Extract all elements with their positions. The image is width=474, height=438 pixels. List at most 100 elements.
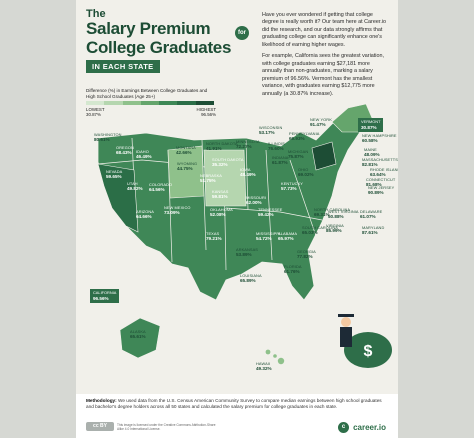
state-name: MARYLAND [362, 225, 385, 230]
state-label-indiana: INDIANA 61.87% [272, 155, 288, 166]
state-label-montana: MONTANA 42.66% [176, 145, 196, 156]
state-label-oregon: OREGON 68.43% [116, 145, 134, 156]
state-label-tennessee: TENNESSEE 59.42% [258, 207, 283, 218]
state-name: UTAH [127, 181, 138, 186]
license-text: This image is licensed under the Creativ… [117, 422, 216, 431]
state-value: 49.32% [256, 366, 272, 372]
state-value: 82.81% [362, 162, 378, 168]
state-name: FLORIDA [284, 264, 302, 269]
state-value: 46.49% [136, 154, 152, 160]
state-label-wisconsin: WISCONSIN 53.17% [259, 125, 283, 136]
license: cc BY This image is licensed under the C… [86, 422, 217, 431]
state-name: NEW JERSEY [368, 185, 395, 190]
state-name: NORTH CAROLINA [314, 207, 351, 212]
alaska-shape [119, 317, 161, 359]
career-io-logo-icon: c [338, 422, 350, 433]
state-name: VIRGINIA [326, 223, 344, 228]
vermont-callout-value: 30.87% [361, 124, 377, 130]
dollar-sign-icon: $ [364, 343, 373, 360]
state-value: 52.08% [210, 212, 226, 218]
state-value: 76.60% [268, 146, 284, 152]
state-label-new-hampshire: NEW HAMPSHIRE 60.58% [362, 133, 397, 144]
state-label-illinois: ILLINOIS 76.60% [268, 141, 285, 152]
graduate-gown [340, 327, 352, 347]
brand-name: career.io [353, 423, 386, 432]
state-name: CONNECTICUT [366, 177, 396, 182]
state-name: RHODE ISLAND [370, 167, 398, 172]
legend-high: HIGHEST 96.56% [196, 107, 216, 117]
cc-license-icon[interactable]: cc BY [86, 422, 114, 431]
vermont-callout: VERMONT 30.87% [358, 118, 384, 133]
state-label-new-jersey: NEW JERSEY 90.89% [368, 185, 395, 196]
state-value: 61.87% [272, 160, 288, 166]
state-name: GEORGIA [297, 249, 316, 254]
state-label-iowa: IOWA 48.49% [240, 167, 256, 178]
state-value: 54.72% [256, 236, 272, 242]
legend-low-label: LOWEST [86, 107, 105, 112]
state-name: SOUTH CAROLINA [302, 225, 338, 230]
state-label-texas: TEXAS 79.21% [206, 231, 222, 242]
state-name: ALABAMA [278, 231, 298, 236]
subtitle-band: IN EACH STATE [86, 60, 160, 73]
title-line1: Salary Premium [86, 19, 211, 38]
infographic-poster: The Salary Premium for College Graduates… [76, 0, 398, 438]
state-name: MISSISSIPPI [256, 231, 281, 236]
hawaii-shape-1 [265, 349, 271, 355]
state-label-west-virginia: WEST VIRGINIA 50.88% [328, 209, 359, 220]
state-label-delaware: DELAWARE 61.07% [360, 209, 383, 220]
footer: Methodology: We used data from the U.S. … [76, 394, 398, 438]
state-name: COLORADO [149, 182, 173, 187]
state-value: 64.66% [136, 214, 152, 220]
state-name: ARIZONA [136, 209, 154, 214]
state-name: ARKANSAS [236, 247, 258, 252]
state-label-utah: UTAH 49.82% [127, 181, 143, 192]
state-value: 69.31% [314, 212, 330, 218]
state-value: 85.99% [326, 228, 342, 234]
state-value: 44.75% [177, 166, 193, 172]
hawaii-shape-2 [273, 354, 277, 358]
legend-swatch [159, 101, 178, 105]
state-value: 68.43% [116, 150, 132, 156]
state-value: 63.64% [370, 172, 386, 178]
state-label-hawaii: HAWAII 49.32% [256, 361, 272, 372]
state-name: KENTUCKY [281, 181, 303, 186]
state-label-georgia: GEORGIA 77.82% [297, 249, 316, 260]
state-name: MASSACHUSETTS [362, 157, 398, 162]
state-value: 72.27% [236, 144, 252, 150]
state-name: NORTH DAKOTA [206, 141, 238, 146]
state-name: KANSAS [212, 189, 229, 194]
state-value: 80.61% [94, 137, 110, 143]
methodology: Methodology: We used data from the U.S. … [86, 398, 386, 411]
title-the: The [86, 8, 106, 20]
state-label-alaska: ALASKA 65.61% [130, 329, 146, 340]
state-name: HAWAII [256, 361, 271, 366]
state-value: 51.75% [200, 178, 216, 184]
state-label-pennsylvania: PENNSYLVANIA 69.93% [289, 131, 319, 142]
state-value: 48.09% [364, 152, 380, 158]
state-name: TENNESSEE [258, 207, 283, 212]
state-name: ALASKA [130, 329, 146, 334]
state-value: 64.56% [149, 187, 165, 193]
state-label-washington: WASHINGTON 80.61% [94, 132, 122, 143]
state-value: 60.58% [362, 138, 378, 144]
state-name: IDAHO [136, 149, 149, 154]
state-name: NEVADA [106, 169, 123, 174]
state-name: SOUTH DAKOTA [212, 157, 244, 162]
state-value: 41.91% [206, 146, 222, 152]
methodology-text: We used data from the U.S. Census Americ… [86, 398, 382, 410]
methodology-label: Methodology: [86, 398, 117, 403]
state-name: OREGON [116, 145, 134, 150]
for-badge: for [235, 26, 249, 40]
state-name: OKLAHOMA [210, 207, 233, 212]
brand[interactable]: c career.io [338, 422, 386, 433]
state-name: NEBRASKA [200, 173, 222, 178]
state-name: WISCONSIN [259, 125, 283, 130]
state-label-kansas: KANSAS 59.81% [212, 189, 229, 200]
state-name: IOWA [240, 167, 251, 172]
state-value: 65.03% [302, 230, 318, 236]
state-name: MONTANA [176, 145, 196, 150]
state-name: WEST VIRGINIA [328, 209, 359, 214]
state-value: 65.89% [240, 278, 256, 284]
state-name: DELAWARE [360, 209, 383, 214]
state-name: NEW HAMPSHIRE [362, 133, 397, 138]
